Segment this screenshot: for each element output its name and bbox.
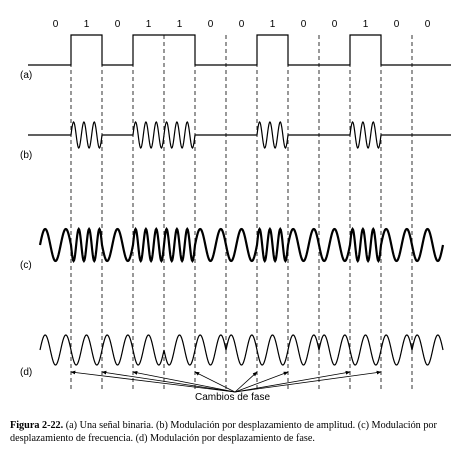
row-labels: (a) (b) (c) (d) [20, 70, 32, 378]
row-label: (a) [20, 70, 32, 81]
psk-signal [39, 334, 444, 366]
phase-change-arrow [234, 370, 351, 393]
caption-title: Figura 2-22. [10, 420, 64, 431]
phase-change-arrow [70, 370, 236, 393]
bit-label: 1 [84, 19, 90, 30]
ask-signal [28, 121, 451, 149]
row-label: (c) [20, 260, 32, 271]
bit-boundaries [70, 35, 413, 390]
row-label: (d) [20, 367, 32, 378]
bit-label: 0 [425, 19, 431, 30]
phase-change-label: Cambios de fase [195, 392, 270, 403]
phase-change-arrow [234, 371, 289, 393]
phase-change-arrow [234, 371, 258, 393]
waveforms [28, 34, 451, 366]
bit-labels: 0 1 0 1 1 0 0 1 0 0 1 0 0 [53, 19, 431, 30]
bit-label: 0 [208, 19, 214, 30]
binary-signal [28, 34, 451, 66]
phase-change-arrows [70, 370, 382, 393]
bit-label: 1 [177, 19, 183, 30]
bit-label: 0 [115, 19, 121, 30]
phase-change-arrow [234, 370, 382, 393]
phase-change-arrow [132, 370, 236, 393]
bit-label: 0 [394, 19, 400, 30]
bit-label: 0 [53, 19, 59, 30]
bit-label: 0 [239, 19, 245, 30]
phase-change-arrow [194, 371, 236, 393]
bit-label: 1 [363, 19, 369, 30]
modulation-figure: 0 1 0 1 1 0 0 1 0 0 1 0 0 (a) (b) (c) (d) Cambios de fa… [20, 19, 451, 403]
bit-label: 0 [301, 19, 307, 30]
bit-label: 1 [270, 19, 276, 30]
caption-text: (a) Una señal binaria. (b) Modulación po… [10, 420, 437, 444]
figure-caption: Figura 2-22. (a) Una señal binaria. (b) … [10, 420, 450, 445]
fsk-signal [38, 227, 445, 263]
bit-label: 0 [332, 19, 338, 30]
phase-change-arrow [101, 370, 236, 393]
row-label: (b) [20, 150, 32, 161]
bit-label: 1 [146, 19, 152, 30]
